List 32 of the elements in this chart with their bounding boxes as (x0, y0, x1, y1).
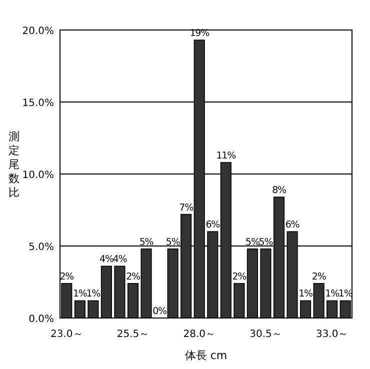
data-label: 5% (258, 236, 274, 248)
y-tick-label: 15.0% (22, 98, 54, 109)
data-label: 6% (285, 220, 300, 231)
data-label: 5% (139, 236, 154, 248)
x-axis-title: 体長 cm (184, 349, 228, 362)
data-label: 6% (206, 220, 220, 231)
data-label: 1% (325, 288, 340, 300)
data-label: 5% (246, 236, 260, 248)
y-tick-label: 5.0% (28, 242, 54, 253)
data-label: 2% (60, 271, 74, 282)
data-label: 8% (272, 185, 287, 196)
y-axis-title: 測定尾数比 (8, 130, 20, 199)
y-tick-label: 20.0% (22, 26, 54, 37)
data-label: 1% (298, 288, 314, 300)
data-label: 0% (152, 306, 168, 317)
y-tick-label: 0.0% (28, 314, 54, 325)
data-label: 2% (232, 271, 247, 282)
y-tick-label: 10.0% (22, 170, 54, 181)
data-label: 2% (126, 271, 141, 282)
x-tick-label: 33.0～ (316, 329, 348, 340)
data-label: 5% (166, 236, 180, 248)
x-tick-label: 23.0～ (50, 329, 83, 340)
data-label: 1% (72, 288, 88, 300)
data-label: 2% (312, 271, 326, 282)
x-tick-label: 28.0～ (183, 329, 216, 340)
data-label: 11% (216, 150, 236, 162)
data-label: 4% (100, 254, 114, 266)
data-label: 7% (179, 202, 194, 214)
data-label: 1% (86, 288, 101, 300)
x-tick-label: 25.5～ (116, 329, 150, 340)
x-tick-label: 30.5～ (250, 329, 282, 340)
data-label: 4% (112, 254, 128, 266)
